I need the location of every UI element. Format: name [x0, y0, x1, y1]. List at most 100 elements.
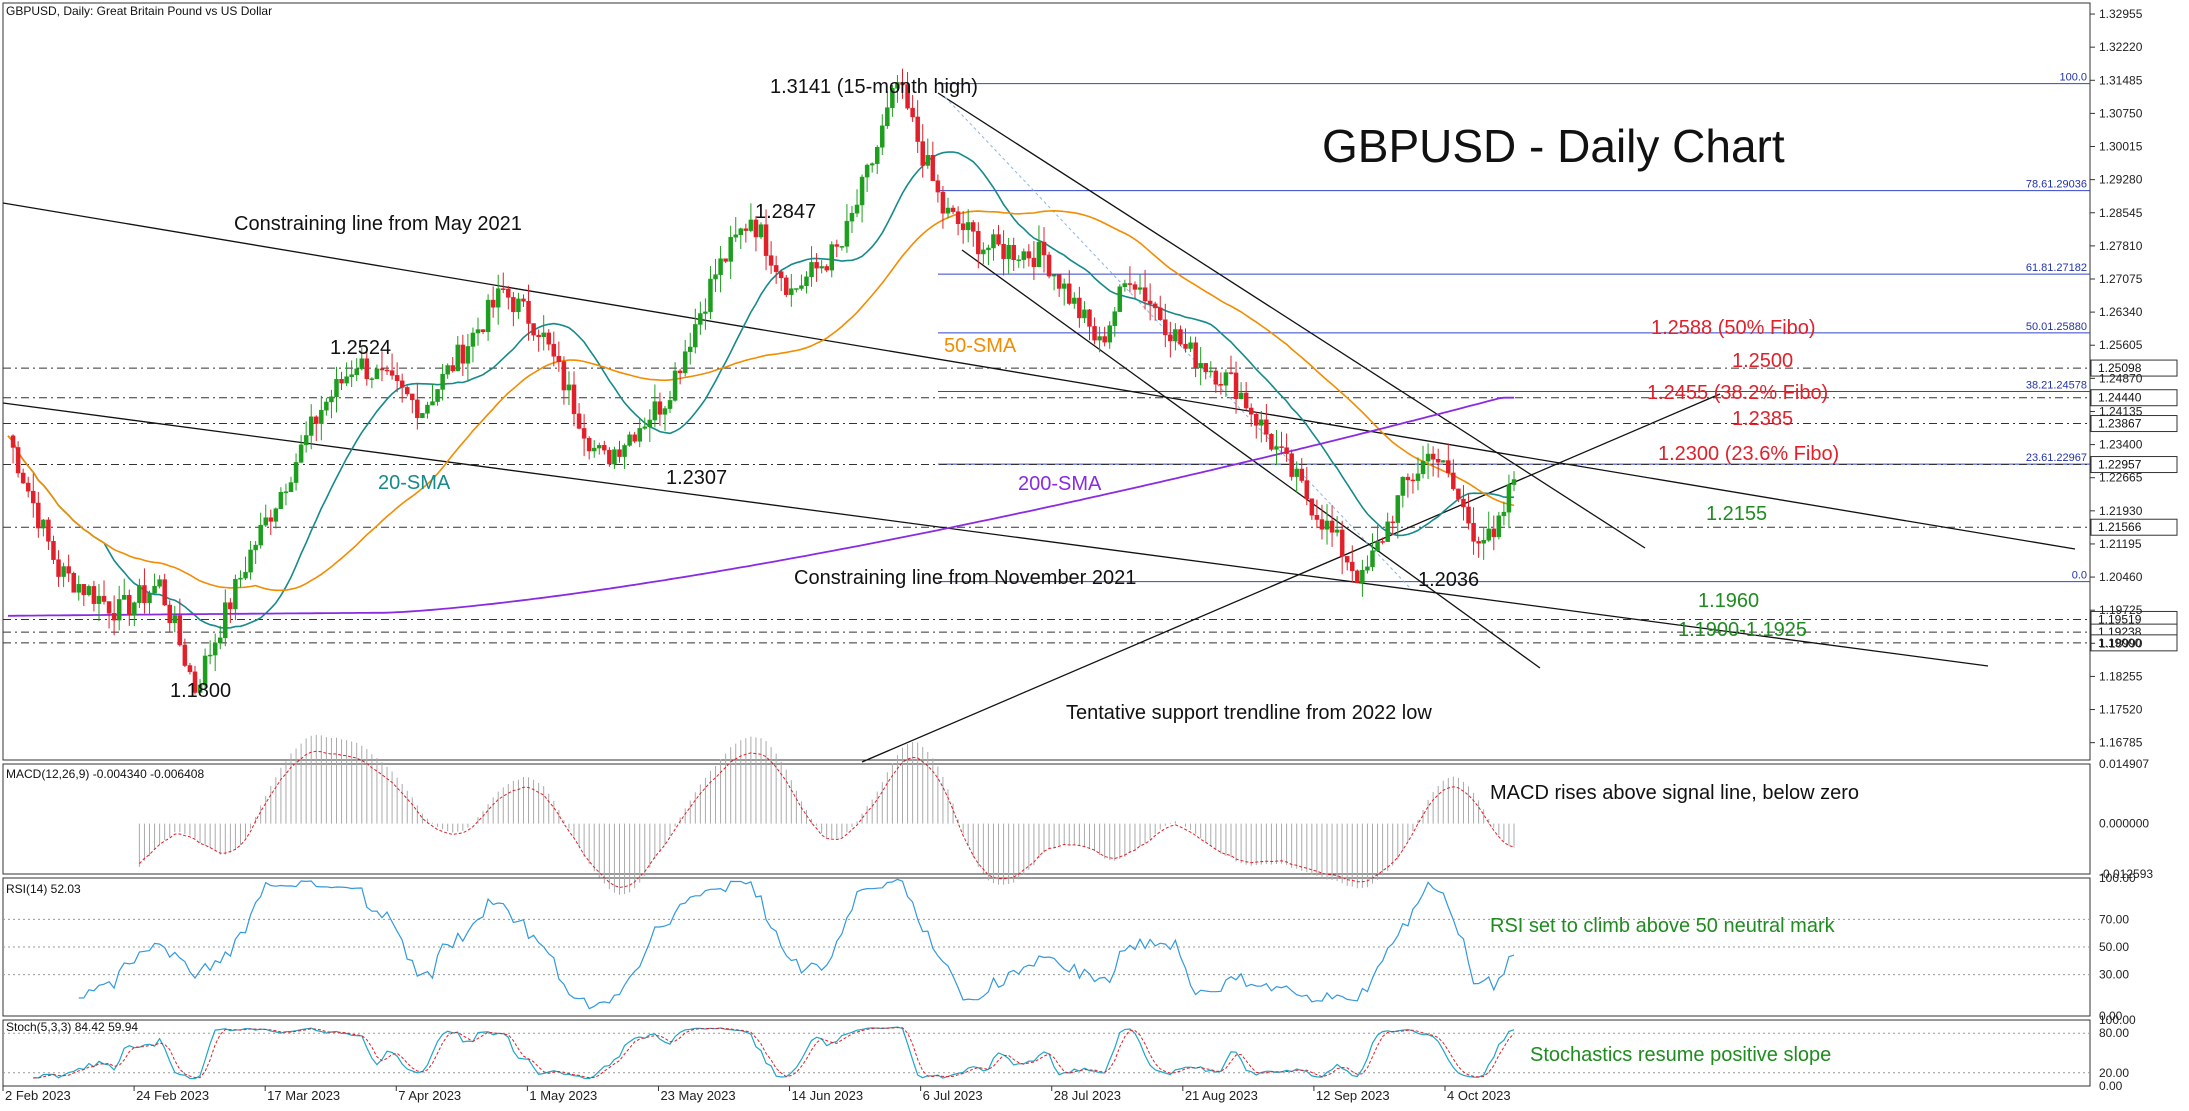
candle-body [1365, 566, 1370, 571]
candle-body [1051, 274, 1057, 277]
candle-body [1016, 259, 1021, 261]
macd-signal-line [139, 750, 1515, 888]
annotation-12455: 1.2455 (38.2% Fibo) [1647, 382, 1828, 404]
trendline [961, 249, 1541, 669]
candle-body [501, 288, 506, 290]
annotation-12847: 1.2847 [755, 201, 816, 223]
candle-body [359, 358, 365, 370]
annotation-12524: 1.2524 [330, 337, 391, 359]
candle-body [223, 602, 228, 639]
price-label: 1.19725 [2099, 603, 2143, 617]
candle-body [1420, 460, 1426, 475]
annotation-12036: 1.2036 [1418, 569, 1479, 591]
candle-body [536, 334, 541, 338]
fibonacci-levels: 100.0 78.61.29036 61.81.27182 50.01.25880 38… [938, 72, 2090, 583]
candle-body [460, 344, 466, 364]
price-box [2090, 359, 2178, 377]
candle-body [334, 379, 339, 398]
date-label: 6 Jul 2023 [923, 1088, 983, 1103]
annotation-11800: 1.1800 [170, 680, 231, 702]
candle-body [905, 84, 910, 109]
support-resistance-lines: 1.25098 1.24440 1.23867 1.22957 1.21566 1.195… [3, 359, 2178, 652]
candle-body [278, 492, 284, 509]
indicator-panes: 0.0149070.000000-0.012593100.0070.0050.0… [3, 734, 2153, 1093]
candle-body [1304, 480, 1310, 500]
annotation-nov-line: Constraining line from November 2021 [794, 567, 1136, 589]
candle-body [1173, 329, 1178, 342]
candle-body [1248, 407, 1254, 415]
candle-body [925, 155, 931, 166]
candle-body [859, 176, 865, 206]
candle-body [1142, 287, 1148, 302]
candle-body [677, 370, 683, 374]
candle-body [1188, 342, 1193, 349]
price-box-label: 1.25098 [2098, 361, 2142, 375]
candle-body [728, 236, 733, 262]
candle-body [1233, 372, 1239, 399]
candle-body [748, 219, 754, 231]
candle-body [1082, 309, 1087, 319]
candle-body [1157, 307, 1163, 320]
macd-note: MACD rises above signal line, below zero [1490, 782, 1859, 804]
candle-body [930, 155, 936, 181]
candle-body [1006, 245, 1011, 259]
candle-body [76, 584, 82, 593]
candle-body [1400, 476, 1406, 496]
candle-body [268, 517, 274, 522]
candle-body [1067, 283, 1072, 304]
candle-body [829, 244, 835, 271]
rsi-axis-label: 70.00 [2099, 912, 2129, 926]
candle-body [723, 258, 728, 262]
candle-body [384, 369, 390, 372]
candle-body [617, 449, 622, 457]
candle-body [940, 191, 946, 214]
candle-body [869, 163, 875, 166]
candle-body [743, 228, 749, 231]
fibo-diagonal [944, 96, 1411, 589]
price-label: 1.28545 [2099, 206, 2143, 220]
candle-body [591, 447, 597, 452]
candle-body [192, 671, 198, 693]
candle-body [1183, 343, 1188, 349]
candle-body [541, 332, 546, 338]
candle-body [571, 384, 577, 415]
price-box-label: 1.21566 [2098, 520, 2142, 534]
stoch-axis-label: 20.00 [2099, 1066, 2129, 1080]
candle-body [1471, 522, 1476, 542]
candle-body [1046, 254, 1052, 277]
candle-body [672, 370, 678, 401]
candle-body [1061, 283, 1067, 289]
candle-body [971, 222, 976, 232]
candle-body [1001, 244, 1006, 259]
stoch-axis-label: 0.00 [2099, 1079, 2123, 1093]
candle-body [1168, 334, 1173, 342]
candle-body [657, 401, 663, 415]
candle-body [602, 445, 607, 451]
candle-body [1350, 561, 1355, 572]
candle-body [404, 387, 410, 395]
date-label: 2 Feb 2023 [5, 1088, 71, 1103]
trendline [2, 402, 1989, 667]
candle-body [202, 655, 208, 686]
candle-body [698, 313, 703, 325]
candle-body [96, 595, 102, 604]
rsi-header: RSI(14) 52.03 [6, 882, 81, 896]
candle-body [465, 346, 471, 364]
candle-body [1218, 383, 1224, 386]
price-label: 1.27810 [2099, 239, 2143, 253]
candle-body [1107, 325, 1112, 343]
candle-body [31, 490, 36, 504]
stoch-signal-line [33, 1027, 1515, 1079]
candle-body [389, 370, 395, 376]
candle-body [991, 234, 996, 249]
candle-body [910, 107, 915, 118]
date-label: 24 Feb 2023 [136, 1088, 209, 1103]
candle-body [1092, 326, 1097, 341]
candle-body [784, 277, 789, 295]
candle-body [814, 262, 819, 269]
candle-body [1511, 479, 1517, 485]
candle-body [485, 299, 491, 333]
candle-body [506, 288, 511, 298]
candle-body [632, 434, 637, 442]
